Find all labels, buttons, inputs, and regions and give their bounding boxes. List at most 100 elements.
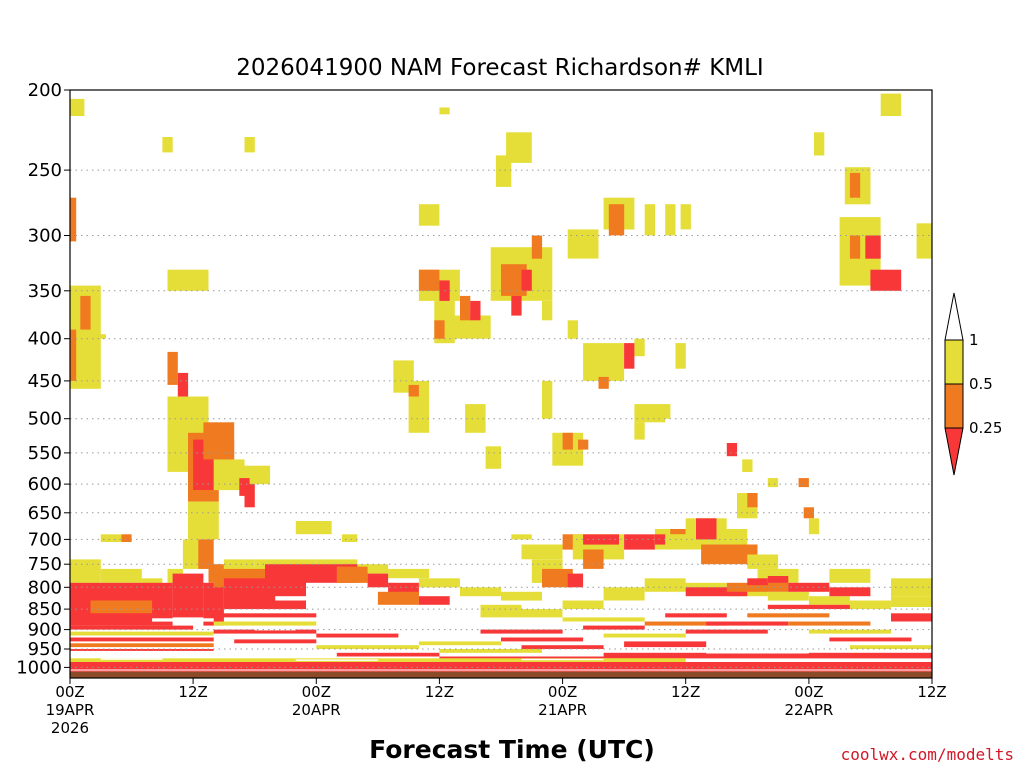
x-tick-label: 12Z xyxy=(178,683,207,701)
heatmap-cell xyxy=(603,633,686,638)
heatmap-cell xyxy=(418,204,440,226)
colorbar: 1 0.5 0.25 xyxy=(944,292,1002,476)
heatmap-cell xyxy=(501,637,584,642)
heatmap-cell xyxy=(460,587,501,597)
heatmap-cell xyxy=(808,596,850,605)
heatmap-cell xyxy=(213,613,317,618)
heatmap-cell xyxy=(567,229,599,259)
heatmap-cell xyxy=(121,534,132,542)
heatmap-cell xyxy=(726,443,738,457)
heatmap-cell xyxy=(849,645,932,649)
heatmap-cell xyxy=(603,587,645,601)
heatmap-cell xyxy=(880,93,902,116)
heatmap-cell xyxy=(418,641,501,646)
heatmap-cell xyxy=(162,137,173,153)
x-tick-label: 22APR xyxy=(784,701,833,719)
heatmap-cell xyxy=(100,534,122,542)
heatmap-cell xyxy=(460,295,471,321)
y-tick-label: 850 xyxy=(28,599,62,620)
y-tick-label: 350 xyxy=(28,281,62,302)
y-tick-label: 450 xyxy=(28,371,62,392)
heatmap-cell xyxy=(177,372,189,397)
heatmap-cell xyxy=(480,604,522,618)
heatmap-cell xyxy=(829,587,871,597)
heatmap-cell xyxy=(670,529,686,535)
heatmap-cell xyxy=(167,351,178,385)
heatmap-cell xyxy=(521,269,532,291)
heatmap-cell xyxy=(357,564,389,574)
heatmap-cell xyxy=(870,269,902,291)
heatmap-cell xyxy=(644,578,686,592)
heatmap-cell xyxy=(808,518,820,535)
heatmap-cell xyxy=(100,568,142,583)
heatmap-cell xyxy=(660,404,671,419)
heatmap-cells xyxy=(70,93,932,672)
y-tick-label: 200 xyxy=(28,80,62,101)
heatmap-cell xyxy=(239,478,250,496)
heatmap-cell xyxy=(701,544,758,565)
heatmap-cell xyxy=(223,578,306,610)
x-tick-label: 12Z xyxy=(671,683,700,701)
heatmap-cell xyxy=(849,600,891,609)
heatmap-cell xyxy=(916,223,932,259)
heatmap-cell xyxy=(624,343,635,369)
heatmap-cell xyxy=(788,621,871,626)
heatmap-cell xyxy=(521,544,563,560)
heatmap-cell xyxy=(367,573,389,588)
heatmap-cell xyxy=(172,573,204,618)
ground-layer xyxy=(70,671,932,678)
heatmap-cell xyxy=(891,596,932,607)
heatmap-cell xyxy=(634,338,645,357)
y-tick-label: 700 xyxy=(28,529,62,550)
colorbar-label: 0.5 xyxy=(969,375,993,393)
heatmap-cell xyxy=(562,432,573,450)
heatmap-cell xyxy=(70,637,214,642)
heatmap-cell xyxy=(829,637,912,642)
colorbar-label: 1 xyxy=(969,331,979,349)
heatmap-cell xyxy=(188,501,219,540)
heatmap-cell xyxy=(747,613,830,618)
heatmap-cell xyxy=(418,578,460,588)
heatmap-cell xyxy=(198,539,214,569)
heatmap-cell xyxy=(521,609,563,618)
heatmap-cell xyxy=(336,566,368,583)
heatmap-cell xyxy=(583,625,645,630)
heatmap-cell xyxy=(891,613,932,622)
y-tick-label: 550 xyxy=(28,443,62,464)
heatmap-cell xyxy=(685,629,768,634)
heatmap-cell xyxy=(542,568,573,588)
heatmap-cell xyxy=(234,639,317,644)
heatmap-cell xyxy=(336,652,440,657)
heatmap-gap xyxy=(70,669,932,671)
y-tick-label: 250 xyxy=(28,160,62,181)
pressure-gridlines xyxy=(70,169,932,668)
heatmap-cell xyxy=(95,334,106,339)
x-tick-label: 00Z xyxy=(302,683,331,701)
x-tick-label: 19APR xyxy=(46,701,95,719)
heatmap-cell xyxy=(865,235,881,259)
heatmap-cell xyxy=(767,591,809,601)
heatmap-cell xyxy=(742,459,753,472)
colorbar-segment xyxy=(944,383,964,429)
x-tick-label: 12Z xyxy=(917,683,946,701)
heatmap-cell xyxy=(767,576,789,583)
heatmap-cell xyxy=(388,568,430,579)
y-axis-ticks: 200 250 300 350 400 450 500 550 600 650 700 7508008… xyxy=(16,80,70,678)
heatmap-cell xyxy=(439,280,450,306)
y-tick-label: 950 xyxy=(28,639,62,660)
x-tick-label: 21APR xyxy=(538,701,587,719)
heatmap-cell xyxy=(265,564,358,583)
y-tick-label: 900 xyxy=(28,620,62,641)
credit-text: coolwx.com/modelts xyxy=(841,745,1014,764)
heatmap-cell xyxy=(465,404,486,433)
heatmap-cell xyxy=(521,645,604,649)
heatmap-cell xyxy=(244,484,255,508)
heatmap-cell xyxy=(803,507,814,519)
heatmap-cell xyxy=(798,478,809,488)
heatmap-gap xyxy=(295,659,378,661)
heatmap-cell xyxy=(70,631,214,636)
y-tick-label: 650 xyxy=(28,503,62,524)
heatmap-cell xyxy=(70,197,77,242)
heatmap-cell xyxy=(244,137,255,153)
y-tick-label: 600 xyxy=(28,474,62,495)
